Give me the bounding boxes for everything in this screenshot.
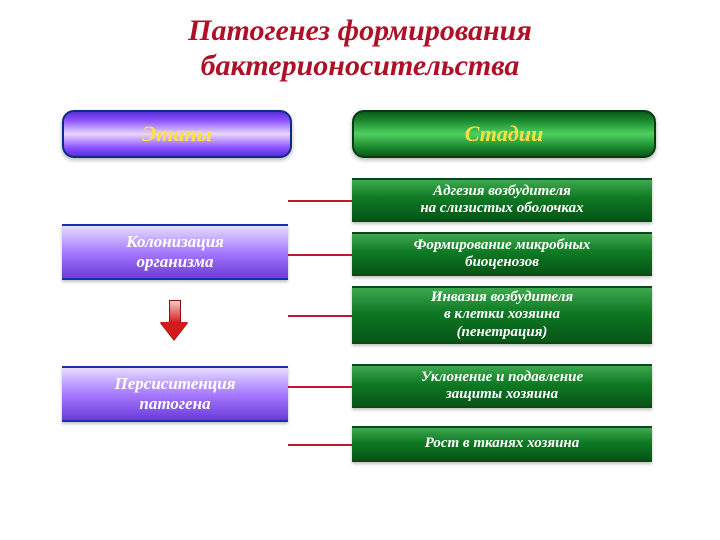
persistence-line2: патогена [139, 394, 210, 413]
box-evasion: Уклонение и подавление защиты хозяина [352, 364, 652, 408]
adhesion-line1: Адгезия возбудителя [433, 183, 571, 199]
biocenosis-line1: Формирование микробных [414, 237, 591, 253]
slide-root: Патогенез формирования бактерионосительс… [0, 0, 720, 540]
box-colonization: Колонизация организма [62, 224, 288, 280]
connector-5 [288, 444, 352, 446]
header-stadii-label: Стадии [465, 121, 543, 147]
persistence-line1: Персиситенция [115, 374, 236, 393]
header-etapy: Этапы [62, 110, 292, 158]
title-line1: Патогенез формирования [188, 14, 532, 47]
box-biocenosis: Формирование микробных биоценозов [352, 232, 652, 276]
colonization-line1: Колонизация [126, 232, 224, 251]
growth-line1: Рост в тканях хозяина [425, 435, 580, 451]
box-invasion: Инвазия возбудителя в клетки хозяина (пе… [352, 286, 652, 344]
box-persistence: Персиситенция патогена [62, 366, 288, 422]
box-growth: Рост в тканях хозяина [352, 426, 652, 462]
arrow-down-icon [160, 300, 188, 340]
biocenosis-line2: биоценозов [465, 254, 539, 270]
header-etapy-label: Этапы [142, 121, 212, 147]
invasion-line3: (пенетрация) [457, 324, 548, 340]
title-line2: бактерионосительства [201, 49, 520, 82]
evasion-line2: защиты хозяина [446, 386, 558, 402]
invasion-line1: Инвазия возбудителя [431, 289, 573, 305]
header-stadii: Стадии [352, 110, 656, 158]
box-adhesion: Адгезия возбудителя на слизистых оболочк… [352, 178, 652, 222]
colonization-line2: организма [136, 252, 213, 271]
invasion-line2: в клетки хозяина [444, 306, 560, 322]
connector-2 [288, 254, 352, 256]
connector-3 [288, 315, 352, 317]
slide-title: Патогенез формирования бактерионосительс… [0, 14, 720, 83]
connector-4 [288, 386, 352, 388]
adhesion-line2: на слизистых оболочках [420, 200, 583, 216]
evasion-line1: Уклонение и подавление [421, 369, 583, 385]
connector-1 [288, 200, 352, 202]
